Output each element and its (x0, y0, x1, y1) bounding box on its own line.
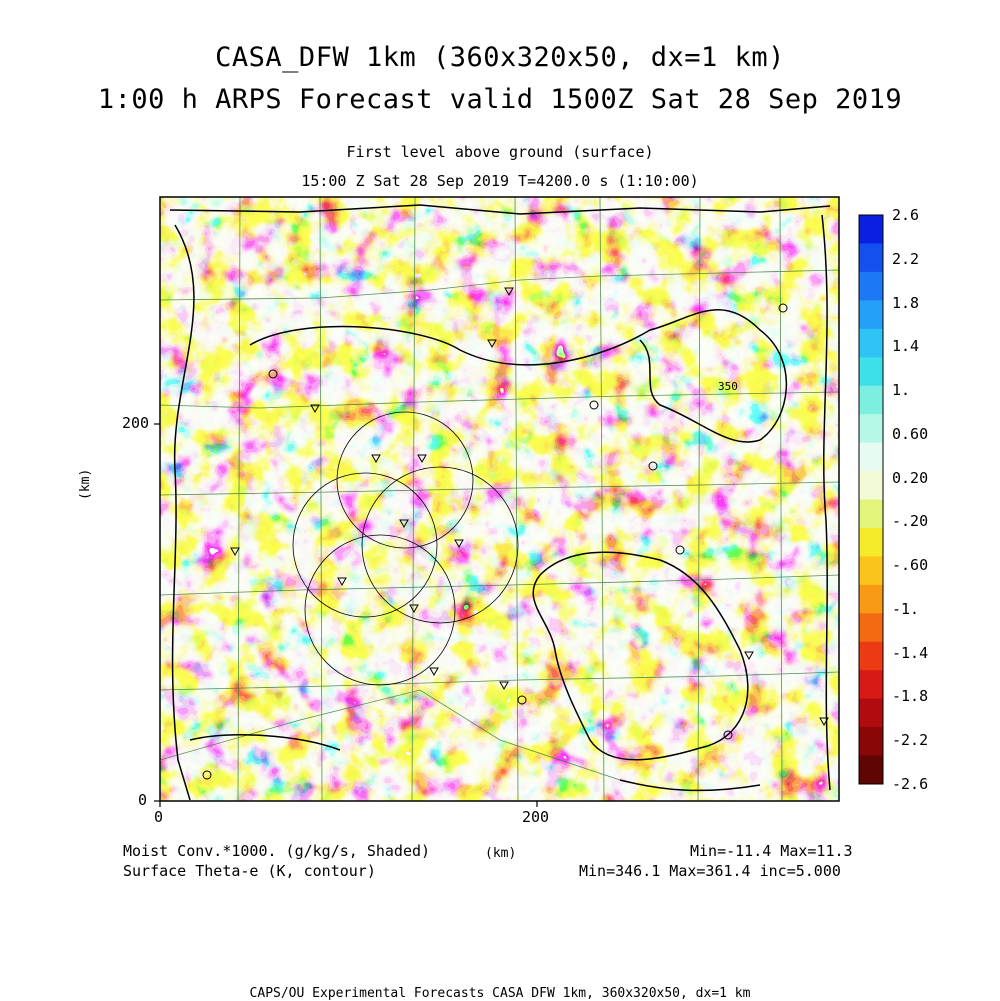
colorbar-tick-label: 0.20 (892, 468, 929, 487)
colorbar-frame (858, 214, 884, 785)
x-tick-200: 200 (522, 808, 550, 826)
colorbar-tick-label: 1.4 (892, 337, 920, 356)
colorbar-swatch (859, 556, 883, 586)
colorbar-swatch (859, 385, 883, 415)
colorbar-swatch (859, 414, 883, 444)
colorbar-tick-label: 1. (892, 381, 911, 400)
shaded-field-label: Moist Conv.*1000. (g/kg/s, Shaded) (123, 842, 431, 860)
colorbar (859, 215, 883, 785)
colorbar-swatch (859, 698, 883, 728)
colorbar-swatch (859, 471, 883, 500)
colorbar-tick-label: 0.60 (892, 424, 929, 443)
station-markers (202, 287, 829, 780)
colorbar-swatch (859, 584, 883, 614)
colorbar-tick-label: -2.2 (892, 731, 929, 750)
axis-ticks (154, 423, 538, 807)
colorbar-tick-label: -2.6 (892, 775, 929, 793)
colorbar-swatch (859, 300, 883, 330)
colorbar-swatch (859, 641, 883, 671)
colorbar-tick-label: -.60 (892, 556, 929, 575)
colorbar-swatch (859, 442, 883, 472)
contour-label: 350 (718, 380, 738, 393)
colorbar-swatch (859, 670, 883, 700)
time-subtitle: 15:00 Z Sat 28 Sep 2019 T=4200.0 s (1:10… (301, 172, 699, 190)
colorbar-swatch (859, 357, 883, 387)
colorbar-tick-label: -1.4 (892, 643, 929, 662)
colorbar-tick-label: 2.6 (892, 206, 920, 224)
radar-range-rings (292, 411, 519, 686)
x-axis-label: (km) (485, 846, 517, 861)
title-line-1: CASA_DFW 1km (360x320x50, dx=1 km) (215, 42, 785, 73)
colorbar-swatch (859, 499, 883, 529)
x-tick-0: 0 (154, 808, 164, 826)
colorbar-tick-label: -1.8 (892, 687, 929, 706)
moisture-convergence-shading (160, 197, 839, 801)
colorbar-swatch (859, 243, 883, 273)
colorbar-swatch (859, 527, 883, 557)
colorbar-tick-label: -1. (892, 599, 920, 618)
title-line-2: 1:00 h ARPS Forecast valid 1500Z Sat 28 … (97, 84, 903, 115)
colorbar-tick-label: 1.8 (892, 293, 920, 312)
level-subtitle: First level above ground (surface) (346, 143, 654, 161)
colorbar-swatch (859, 727, 883, 757)
credit-line: CAPS/OU Experimental Forecasts CASA DFW … (249, 986, 751, 1001)
colorbar-swatch (859, 271, 883, 301)
y-tick-200: 200 (122, 414, 150, 432)
colorbar-swatch (859, 755, 883, 785)
theta-e-contours (169, 204, 831, 801)
county-boundaries (160, 197, 839, 801)
contour-field-label: Surface Theta-e (K, contour) (123, 862, 376, 880)
colorbar-swatch (859, 613, 883, 643)
y-tick-0: 0 (138, 791, 148, 809)
plot-frame (159, 196, 840, 802)
shaded-field-range: Min=-11.4 Max=11.3 (690, 842, 853, 860)
colorbar-swatch (859, 215, 883, 244)
colorbar-tick-label: 2.2 (892, 249, 920, 268)
contour-field-range: Min=346.1 Max=361.4 inc=5.000 (579, 862, 841, 880)
colorbar-swatch (859, 328, 883, 358)
y-axis-label: (km) (78, 468, 93, 500)
colorbar-tick-label: -.20 (892, 512, 929, 531)
